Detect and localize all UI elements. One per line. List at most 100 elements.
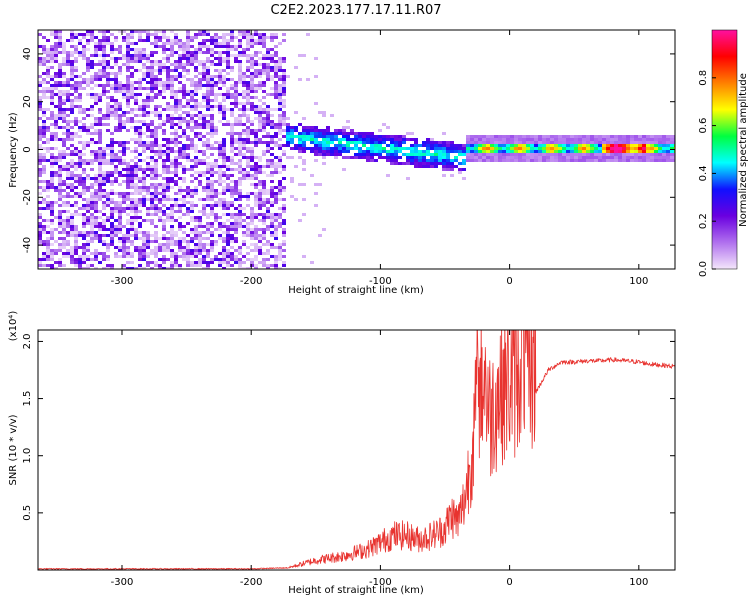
heatmap-cell <box>226 93 230 96</box>
heatmap-cell <box>174 198 178 201</box>
heatmap-cell <box>378 156 382 159</box>
heatmap-cell <box>154 132 158 135</box>
heatmap-cell <box>66 39 70 42</box>
heatmap-cell <box>94 255 98 258</box>
heatmap-cell <box>94 42 98 45</box>
heatmap-cell <box>178 240 182 243</box>
heatmap-cell <box>250 174 254 177</box>
heatmap-cell <box>486 144 490 147</box>
heatmap-cell <box>666 138 670 141</box>
heatmap-cell <box>146 189 150 192</box>
heatmap-cell <box>102 33 106 36</box>
heatmap-cell <box>182 189 186 192</box>
heatmap-cell <box>298 147 302 150</box>
heatmap-cell <box>562 159 566 162</box>
heatmap-cell <box>234 123 238 126</box>
heatmap-cell <box>274 246 278 249</box>
heatmap-cell <box>214 240 218 243</box>
heatmap-cell <box>98 210 102 213</box>
heatmap-cell <box>266 267 270 269</box>
heatmap-cell <box>278 63 282 66</box>
heatmap-cell <box>194 189 198 192</box>
heatmap-cell <box>270 174 274 177</box>
heatmap-cell <box>98 78 102 81</box>
heatmap-cell <box>138 33 142 36</box>
heatmap-cell <box>50 255 54 258</box>
heatmap-cell <box>662 150 666 153</box>
heatmap-cell <box>174 165 178 168</box>
heatmap-cell <box>70 153 74 156</box>
heatmap-cell <box>174 141 178 144</box>
heatmap-cell <box>362 144 366 147</box>
heatmap-cell <box>366 147 370 150</box>
heatmap-cell <box>114 252 118 255</box>
heatmap-cell <box>282 144 286 147</box>
heatmap-cell <box>86 177 90 180</box>
heatmap-cell <box>586 150 590 153</box>
heatmap-cell <box>98 117 102 120</box>
heatmap-cell <box>658 153 662 156</box>
heatmap-cell <box>38 75 42 78</box>
heatmap-cell <box>186 156 190 159</box>
heatmap-cell <box>186 135 190 138</box>
heatmap-cell <box>414 150 418 153</box>
heatmap-cell <box>134 99 138 102</box>
heatmap-cell <box>126 117 130 120</box>
heatmap-cell <box>46 141 50 144</box>
heatmap-cell <box>578 153 582 156</box>
heatmap-cell <box>238 195 242 198</box>
heatmap-cell <box>406 132 410 135</box>
heatmap-cell <box>186 111 190 114</box>
heatmap-cell <box>122 264 126 267</box>
heatmap-cell <box>262 171 266 174</box>
snr-series-line <box>38 330 675 570</box>
heatmap-cell <box>146 186 150 189</box>
heatmap-cell <box>138 264 142 267</box>
heatmap-cell <box>206 249 210 252</box>
heatmap-cell <box>546 156 550 159</box>
heatmap-cell <box>202 45 206 48</box>
heatmap-cell <box>202 72 206 75</box>
heatmap-cell <box>198 216 202 219</box>
heatmap-cell <box>274 66 278 69</box>
heatmap-cell <box>314 147 318 150</box>
heatmap-cell <box>258 105 262 108</box>
heatmap-cell <box>558 150 562 153</box>
heatmap-cell <box>542 159 546 162</box>
heatmap-cell <box>242 156 246 159</box>
heatmap-cell <box>282 117 286 120</box>
heatmap-cell <box>162 234 166 237</box>
heatmap-cell <box>110 231 114 234</box>
heatmap-cell <box>198 225 202 228</box>
heatmap-cell <box>186 36 190 39</box>
heatmap-cell <box>146 261 150 264</box>
heatmap-cell <box>182 87 186 90</box>
heatmap-cell <box>150 66 154 69</box>
heatmap-cell <box>514 150 518 153</box>
heatmap-cell <box>534 153 538 156</box>
heatmap-cell <box>46 39 50 42</box>
heatmap-cell <box>150 51 154 54</box>
heatmap-cell <box>126 192 130 195</box>
heatmap-cell <box>38 222 42 225</box>
heatmap-cell <box>198 222 202 225</box>
heatmap-cell <box>162 177 166 180</box>
heatmap-cell <box>570 135 574 138</box>
heatmap-cell <box>386 138 390 141</box>
heatmap-cell <box>282 234 286 237</box>
heatmap-cell <box>270 69 274 72</box>
heatmap-cell <box>74 186 78 189</box>
heatmap-cell <box>438 159 442 162</box>
heatmap-cell <box>502 138 506 141</box>
heatmap-cell <box>274 201 278 204</box>
heatmap-cell <box>98 147 102 150</box>
heatmap-cell <box>182 75 186 78</box>
heatmap-cell <box>662 138 666 141</box>
heatmap-cell <box>142 201 146 204</box>
heatmap-cell <box>102 153 106 156</box>
heatmap-cell <box>262 183 266 186</box>
heatmap-cell <box>178 162 182 165</box>
heatmap-cell <box>90 33 94 36</box>
heatmap-cell <box>202 204 206 207</box>
heatmap-cell <box>150 195 154 198</box>
